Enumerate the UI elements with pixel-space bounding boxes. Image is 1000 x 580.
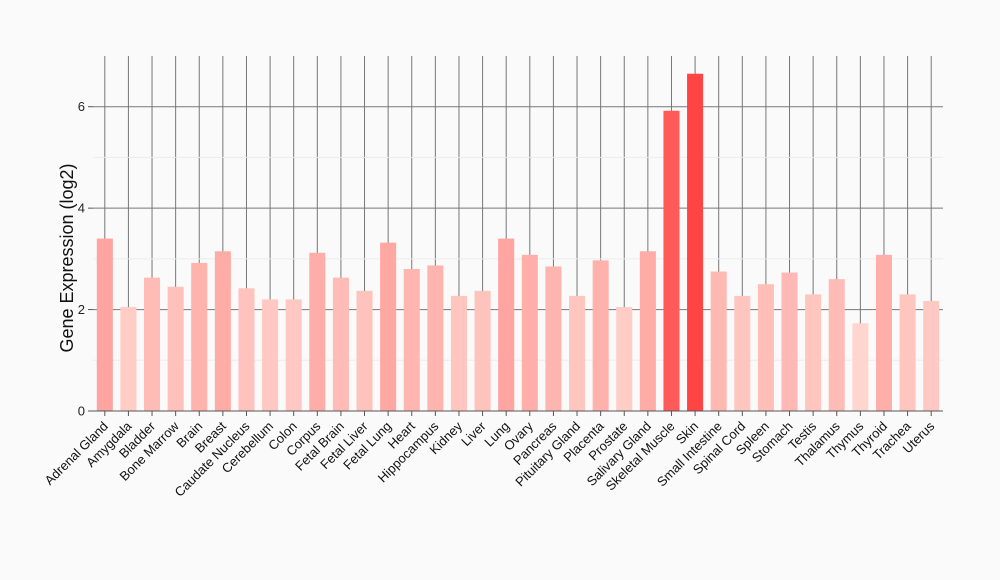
bar-thalamus xyxy=(828,279,845,411)
bar-trachea xyxy=(899,294,916,411)
bar-liver xyxy=(474,290,491,411)
bar-prostate xyxy=(616,307,633,411)
bar-thyroid xyxy=(875,254,892,411)
x-tick-label: Liver xyxy=(458,418,489,449)
y-axis-title: Gene Expression (log2) xyxy=(57,163,77,352)
bar-hippocampus xyxy=(427,265,444,411)
bar-skin xyxy=(687,73,704,411)
bar-amygdala xyxy=(120,307,137,411)
bar-skeletal-muscle xyxy=(663,110,680,412)
bar-lung xyxy=(498,238,515,411)
bar-cerebellum xyxy=(262,299,279,411)
bar-placenta xyxy=(592,260,609,411)
bar-bone-marrow xyxy=(167,286,184,411)
bar-fetal-lung xyxy=(380,242,397,411)
bar-small-intestine xyxy=(710,271,727,411)
bar-kidney xyxy=(450,295,467,411)
bar-fetal-brain xyxy=(332,277,349,411)
bar-adrenal-gland xyxy=(96,238,113,411)
axes xyxy=(88,106,943,416)
bar-salivary-gland xyxy=(639,251,656,411)
bar-uterus xyxy=(923,300,940,411)
y-tick-labels: 0 2 4 6 xyxy=(78,99,85,418)
y-tick-label: 0 xyxy=(78,404,85,419)
bar-bladder xyxy=(144,277,161,411)
bar-thymus xyxy=(852,323,869,411)
bar-pituitary-gland xyxy=(569,295,586,411)
y-tick-label: 2 xyxy=(78,302,85,317)
bar-fetal-liver xyxy=(356,290,373,411)
bar-heart xyxy=(403,269,420,411)
bar-pancreas xyxy=(545,266,562,411)
bar-testis xyxy=(805,294,822,411)
bar-brain xyxy=(191,262,208,411)
y-tick-label: 6 xyxy=(78,99,85,114)
bar-colon xyxy=(285,299,302,411)
bar-breast xyxy=(214,251,231,411)
bar-spinal-cord xyxy=(734,295,751,411)
bar-stomach xyxy=(781,272,798,411)
bars xyxy=(96,73,940,412)
bar-caudate-nucleus xyxy=(238,288,255,411)
bar-ovary xyxy=(521,254,538,411)
bar-spleen xyxy=(757,284,774,411)
y-tick-label: 4 xyxy=(78,201,85,216)
bar-corpus xyxy=(309,252,326,411)
